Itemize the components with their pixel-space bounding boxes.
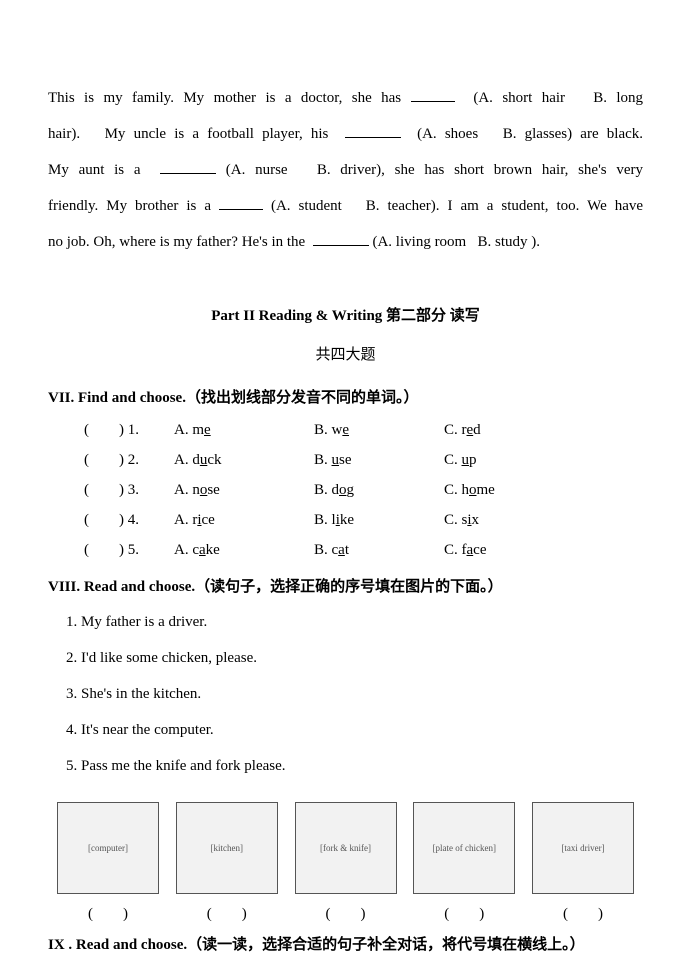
question-number[interactable]: ( ) 5. <box>84 535 174 565</box>
sentence-item: 2. I'd like some chicken, please. <box>48 640 643 676</box>
option-5b: B. study ). <box>477 234 540 250</box>
option-b: B. we <box>314 415 444 445</box>
option-c: C. six <box>444 505 643 535</box>
text: This is my family. My mother is a doctor… <box>48 90 401 106</box>
image-cell: [computer] ( ) <box>52 802 164 923</box>
image-cell: [plate of chicken] ( ) <box>408 802 520 923</box>
text: My uncle is a football player, his <box>105 126 329 142</box>
question-row: ( ) 1.A. meB. weC. red <box>48 415 643 445</box>
section-8-images: [computer] ( ) [kitchen] ( ) [fork & knife] (… <box>48 802 643 923</box>
option-c: C. face <box>444 535 643 565</box>
option-a: A. cake <box>174 535 314 565</box>
option-b: B. use <box>314 445 444 475</box>
section-8-list: 1. My father is a driver.2. I'd like som… <box>48 604 643 784</box>
section-7-table: ( ) 1.A. meB. weC. red( ) 2.A. duckB. us… <box>48 415 643 565</box>
option-4a: (A. student <box>271 198 342 214</box>
clipart-image: [fork & knife] <box>295 802 397 894</box>
question-number[interactable]: ( ) 4. <box>84 505 174 535</box>
question-number[interactable]: ( ) 3. <box>84 475 174 505</box>
section-7-head: VII. Find and choose.（找出划线部分发音不同的单词。） <box>48 386 643 407</box>
sentence-item: 3. She's in the kitchen. <box>48 676 643 712</box>
option-a: A. rice <box>174 505 314 535</box>
worksheet-page: This is my family. My mother is a doctor… <box>0 0 691 978</box>
blank-1[interactable] <box>411 88 455 103</box>
section-9-head: IX . Read and choose.（读一读，选择合适的句子补全对话，将代… <box>48 933 643 954</box>
option-3b: B. driver), she has short brown hair, sh… <box>317 162 643 178</box>
question-row: ( ) 3.A. noseB. dogC. home <box>48 475 643 505</box>
blank-5[interactable] <box>313 232 369 247</box>
option-3a: (A. nurse <box>226 162 288 178</box>
option-2a: (A. shoes <box>417 126 478 142</box>
image-cell: [kitchen] ( ) <box>171 802 283 923</box>
image-cell: [fork & knife] ( ) <box>290 802 402 923</box>
option-1a: (A. short hair <box>473 90 565 106</box>
answer-blank[interactable]: ( ) <box>207 902 247 923</box>
option-a: A. duck <box>174 445 314 475</box>
answer-blank[interactable]: ( ) <box>563 902 603 923</box>
question-row: ( ) 4.A. riceB. likeC. six <box>48 505 643 535</box>
option-b: B. like <box>314 505 444 535</box>
text: hair). <box>48 126 80 142</box>
blank-3[interactable] <box>160 160 216 175</box>
text: My aunt is a <box>48 162 141 178</box>
sentence-item: 4. It's near the computer. <box>48 712 643 748</box>
blank-4[interactable] <box>219 196 263 211</box>
clipart-image: [plate of chicken] <box>413 802 515 894</box>
part-2-title: Part II Reading & Writing 第二部分 读写 <box>48 304 643 325</box>
clipart-image: [computer] <box>57 802 159 894</box>
part-2-subtitle: 共四大题 <box>48 343 643 364</box>
answer-blank[interactable]: ( ) <box>444 902 484 923</box>
option-b: B. cat <box>314 535 444 565</box>
section-8-head: VIII. Read and choose.（读句子，选择正确的序号填在图片的下… <box>48 575 643 596</box>
text: friendly. My brother is a <box>48 198 211 214</box>
question-row: ( ) 2.A. duckB. useC. up <box>48 445 643 475</box>
answer-blank[interactable]: ( ) <box>326 902 366 923</box>
question-number[interactable]: ( ) 1. <box>84 415 174 445</box>
answer-blank[interactable]: ( ) <box>88 902 128 923</box>
option-b: B. dog <box>314 475 444 505</box>
option-5a: (A. living room <box>372 234 466 250</box>
sentence-item: 5. Pass me the knife and fork please. <box>48 748 643 784</box>
clipart-image: [kitchen] <box>176 802 278 894</box>
option-c: C. home <box>444 475 643 505</box>
blank-2[interactable] <box>345 124 401 139</box>
question-row: ( ) 5.A. cakeB. catC. face <box>48 535 643 565</box>
sentence-item: 1. My father is a driver. <box>48 604 643 640</box>
option-a: A. nose <box>174 475 314 505</box>
option-a: A. me <box>174 415 314 445</box>
cloze-passage: This is my family. My mother is a doctor… <box>48 80 643 260</box>
option-1b: B. long <box>593 90 643 106</box>
text: no job. Oh, where is my father? He's in … <box>48 234 305 250</box>
option-4b: B. teacher). I am a student, too. We hav… <box>366 198 643 214</box>
clipart-image: [taxi driver] <box>532 802 634 894</box>
image-cell: [taxi driver] ( ) <box>527 802 639 923</box>
option-c: C. up <box>444 445 643 475</box>
option-2b: B. glasses) are black. <box>503 126 643 142</box>
question-number[interactable]: ( ) 2. <box>84 445 174 475</box>
option-c: C. red <box>444 415 643 445</box>
